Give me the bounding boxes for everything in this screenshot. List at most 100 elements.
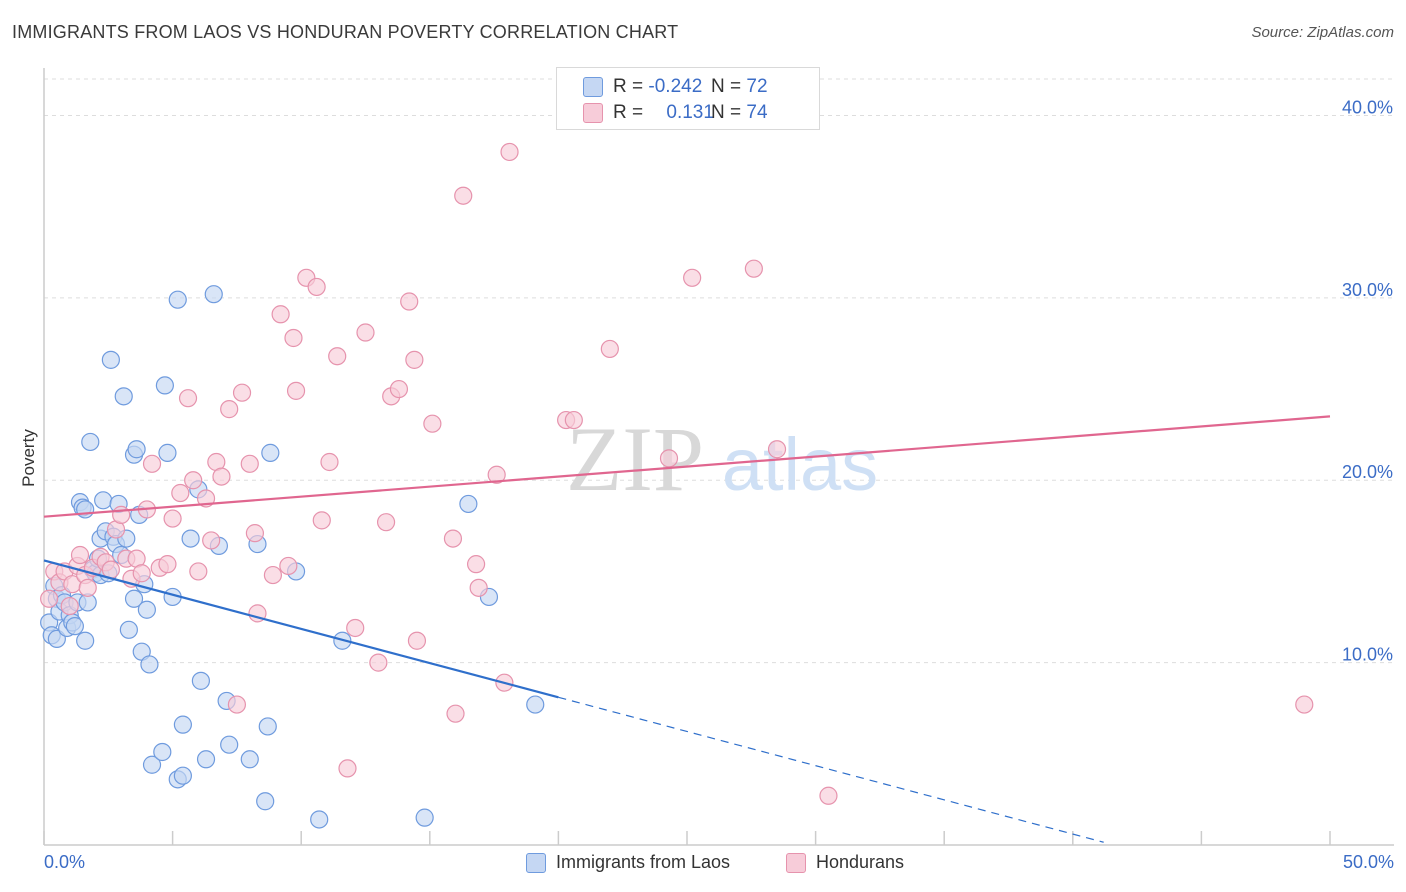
y-tick-labels: 10.0% 20.0% 30.0% 40.0% (1342, 97, 1393, 664)
point-hondurans (70, 545, 90, 565)
point-hondurans (400, 292, 419, 311)
point-laos (76, 500, 95, 519)
point-hondurans (163, 509, 182, 528)
trend-line-hondurans (43, 415, 1331, 518)
point-hondurans (600, 339, 619, 359)
point-laos (415, 808, 434, 827)
point-hondurans (328, 347, 347, 366)
axes (43, 68, 1394, 846)
legend-r-value-hondurans: 0.131 (666, 102, 714, 123)
legend-item-laos: Immigrants from Laos (526, 852, 730, 873)
trend-line-laos-extrapolated (558, 696, 1104, 843)
legend-swatch-hondurans (583, 103, 603, 123)
point-hondurans (240, 454, 259, 473)
y-tick-label: 10.0% (1342, 645, 1393, 665)
point-laos (310, 810, 329, 829)
point-hondurans (171, 483, 190, 503)
point-hondurans (202, 531, 221, 550)
point-hondurans (469, 578, 488, 597)
point-hondurans (744, 259, 763, 278)
point-hondurans (112, 505, 131, 524)
y-axis-label: Poverty (19, 429, 38, 487)
grid-lines (44, 78, 1394, 664)
x-tick-label-min: 0.0% (44, 852, 86, 872)
point-hondurans (487, 465, 506, 484)
point-laos (114, 387, 133, 406)
watermark-zip: ZIP (566, 408, 704, 510)
point-hondurans (376, 513, 396, 532)
point-laos (181, 529, 200, 548)
legend-n-value-hondurans: 74 (746, 102, 768, 123)
point-hondurans (443, 529, 463, 548)
point-laos (196, 750, 216, 769)
legend-swatch-laos (583, 77, 603, 97)
point-hondurans (132, 564, 151, 583)
point-hondurans (307, 277, 326, 297)
point-hondurans (178, 389, 198, 408)
legend-r-value-laos: -0.242 (648, 76, 703, 97)
point-laos (204, 285, 223, 304)
point-hondurans (338, 759, 357, 778)
chart-title: IMMIGRANTS FROM LAOS VS HONDURAN POVERTY… (12, 22, 679, 42)
point-hondurans (356, 323, 375, 342)
point-hondurans (40, 589, 59, 608)
point-hondurans (500, 142, 519, 162)
point-laos (153, 742, 172, 762)
legend-swatch-laos (526, 852, 546, 873)
point-hondurans (189, 562, 208, 581)
point-hondurans (284, 328, 303, 348)
point-laos (137, 600, 156, 619)
legend-label-laos: Immigrants from Laos (556, 852, 731, 872)
point-hondurans (184, 471, 203, 490)
legend-row-laos: R = -0.242 N = 72 (583, 74, 801, 100)
point-hondurans (389, 379, 409, 399)
trend-lines (43, 415, 1331, 843)
point-hondurans (683, 268, 702, 287)
point-hondurans (369, 653, 388, 672)
point-laos (142, 755, 162, 774)
point-laos (158, 443, 177, 462)
y-tick-label: 40.0% (1342, 97, 1393, 117)
point-laos (76, 631, 95, 650)
point-laos (526, 695, 545, 714)
point-hondurans (320, 452, 339, 472)
correlation-legend: R = -0.242 N = 72 R = 0.131 N = 74 (556, 67, 820, 130)
legend-swatch-hondurans (786, 852, 806, 873)
point-hondurans (454, 186, 473, 205)
legend-item-hondurans: Hondurans (786, 852, 904, 873)
point-hondurans (245, 524, 265, 543)
point-hondurans (232, 383, 252, 402)
point-hondurans (286, 381, 306, 400)
trend-line-laos (43, 559, 559, 699)
y-tick-label: 20.0% (1342, 462, 1393, 482)
legend-r-label: R = (613, 102, 644, 123)
point-hondurans (60, 596, 79, 616)
point-hondurans (279, 556, 298, 576)
watermark: ZIP atlas (566, 408, 878, 510)
point-laos (240, 750, 259, 769)
point-hondurans (312, 511, 331, 530)
point-laos (101, 350, 120, 369)
point-hondurans (407, 631, 427, 650)
legend-row-hondurans: R = 0.131 N = 74 (583, 100, 801, 126)
point-hondurans (659, 449, 679, 468)
point-hondurans (405, 350, 424, 369)
point-hondurans (220, 400, 239, 419)
point-laos (168, 290, 187, 309)
point-hondurans (271, 305, 290, 324)
point-hondurans (142, 454, 162, 473)
source-label: Source: ZipAtlas.com (1251, 24, 1394, 41)
point-laos (258, 717, 277, 736)
point-laos (140, 655, 159, 674)
point-hondurans (1295, 695, 1314, 714)
point-laos (173, 766, 192, 785)
point-laos (65, 617, 84, 636)
point-hondurans (423, 414, 442, 433)
point-hondurans (564, 410, 583, 430)
point-laos (81, 432, 100, 452)
point-hondurans (212, 467, 231, 486)
point-hondurans (446, 704, 465, 723)
point-laos (220, 735, 239, 754)
point-hondurans (466, 555, 486, 574)
